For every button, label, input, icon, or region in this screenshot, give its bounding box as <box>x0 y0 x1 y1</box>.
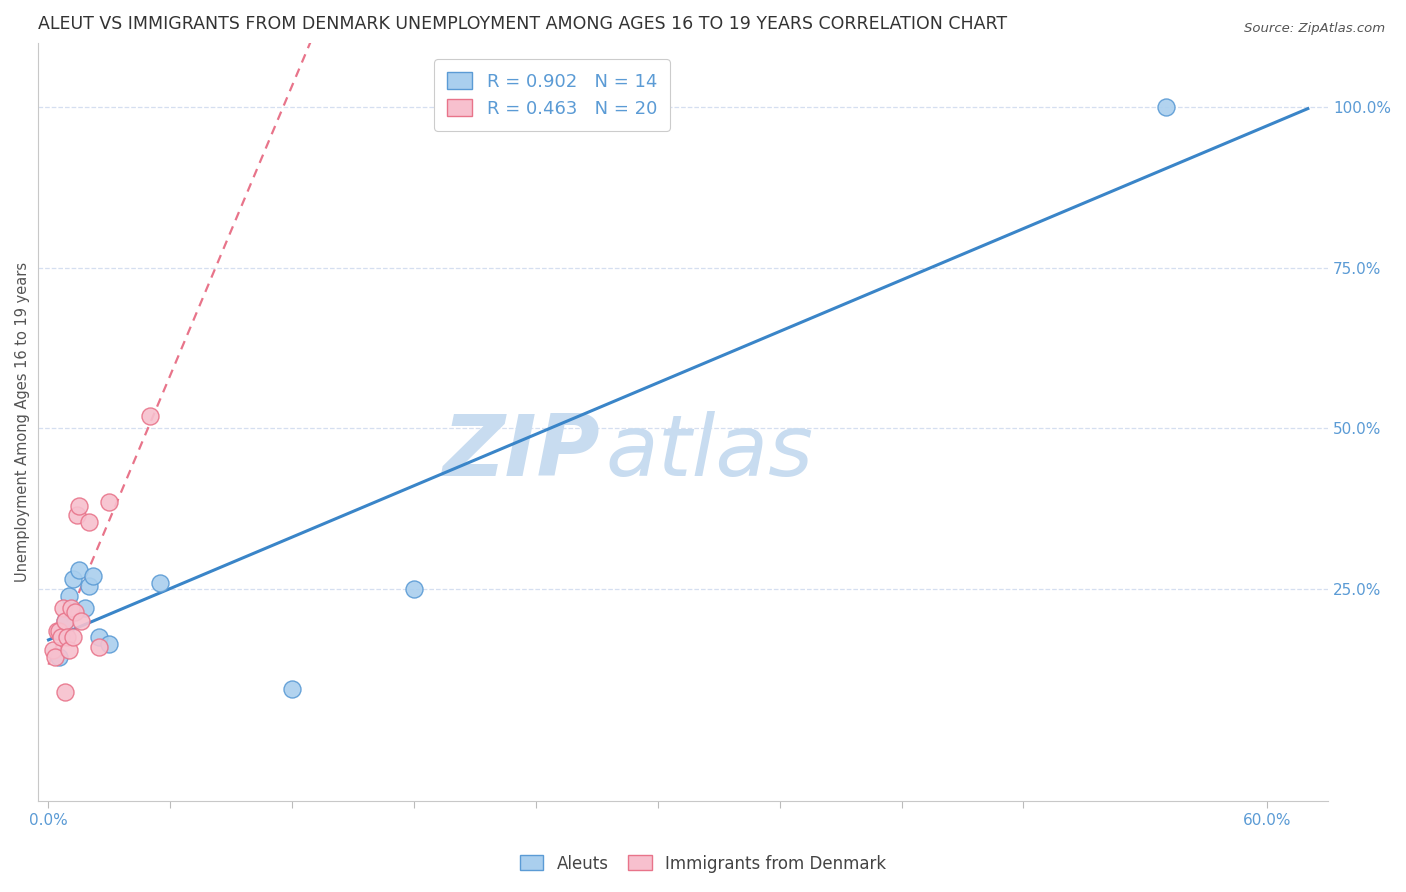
Point <box>44 649 66 664</box>
Point <box>62 573 84 587</box>
Point <box>1154 100 1177 114</box>
Point <box>58 643 80 657</box>
Point <box>48 624 70 638</box>
Point <box>70 614 93 628</box>
Point <box>67 563 90 577</box>
Point <box>98 637 121 651</box>
Text: Source: ZipAtlas.com: Source: ZipAtlas.com <box>1244 22 1385 36</box>
Text: atlas: atlas <box>606 411 814 494</box>
Point <box>53 614 76 628</box>
Text: ALEUT VS IMMIGRANTS FROM DENMARK UNEMPLOYMENT AMONG AGES 16 TO 19 YEARS CORRELAT: ALEUT VS IMMIGRANTS FROM DENMARK UNEMPLO… <box>38 15 1008 33</box>
Point <box>55 630 77 644</box>
Point <box>404 582 426 596</box>
Point <box>53 614 76 628</box>
Point <box>53 685 76 699</box>
Point <box>52 601 75 615</box>
Text: ZIP: ZIP <box>441 411 599 494</box>
Y-axis label: Unemployment Among Ages 16 to 19 years: Unemployment Among Ages 16 to 19 years <box>15 262 30 582</box>
Point <box>41 643 63 657</box>
Point <box>48 649 70 664</box>
Point <box>98 495 121 509</box>
Point <box>77 579 100 593</box>
Point <box>139 409 162 423</box>
Point <box>149 575 172 590</box>
Point <box>49 630 72 644</box>
Point <box>89 630 111 644</box>
Point <box>281 681 304 696</box>
Point <box>58 589 80 603</box>
Point <box>66 508 89 523</box>
Point <box>77 515 100 529</box>
Legend: R = 0.902   N = 14, R = 0.463   N = 20: R = 0.902 N = 14, R = 0.463 N = 20 <box>434 60 669 130</box>
Point <box>82 569 104 583</box>
Point <box>73 601 96 615</box>
Point <box>89 640 111 654</box>
Point <box>45 624 67 638</box>
Legend: Aleuts, Immigrants from Denmark: Aleuts, Immigrants from Denmark <box>513 848 893 880</box>
Point <box>67 499 90 513</box>
Point <box>59 601 82 615</box>
Point <box>62 630 84 644</box>
Point <box>63 605 86 619</box>
